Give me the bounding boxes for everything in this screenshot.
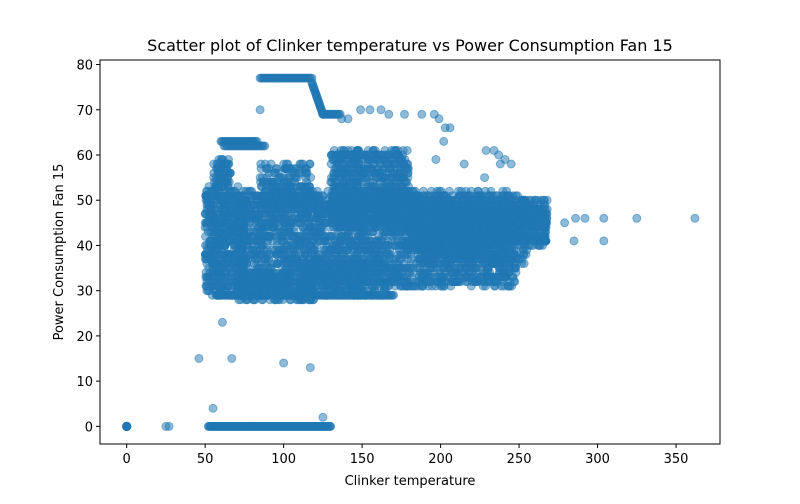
scatter-point [392,168,402,178]
scatter-point [413,240,423,250]
scatter-points [122,73,700,431]
scatter-point [451,195,461,205]
scatter-point [404,236,414,246]
scatter-point [260,141,270,151]
scatter-point [390,146,400,155]
scatter-point [351,204,361,214]
scatter-point [282,263,291,273]
scatter-point [326,421,336,431]
scatter-point [396,222,406,232]
scatter-point [361,204,371,214]
scatter-point [374,222,384,232]
scatter-point [484,200,494,210]
scatter-point [335,236,345,246]
scatter-point [272,236,282,246]
scatter-point [496,281,506,291]
scatter-point [303,218,313,228]
scatter-point [364,155,374,164]
scatter-point [440,259,450,268]
scatter-point [335,209,345,219]
scatter-point [349,177,359,187]
scatter-point [527,204,537,214]
scatter-point [443,200,453,210]
scatter-point [492,200,502,210]
scatter-point [365,191,375,201]
scatter-point [363,213,373,223]
scatter-point [389,290,398,300]
scatter-point [345,186,355,196]
scatter-point [312,227,322,237]
scatter-point [510,277,520,287]
scatter-point [539,227,549,237]
scatter-point [403,173,413,183]
scatter-point [530,195,540,205]
scatter-point [385,182,395,192]
scatter-point [332,168,342,178]
scatter-point [355,164,365,174]
scatter-point [283,240,293,250]
scatter-point [483,277,493,287]
scatter-point [262,263,272,273]
scatter-point [390,159,400,169]
scatter-point [472,272,482,282]
scatter-point [461,277,471,287]
scatter-point [274,259,283,268]
scatter-point [399,277,409,287]
scatter-point [377,168,387,178]
scatter-point [408,209,417,219]
scatter-point [368,200,378,210]
scatter-point [397,186,407,196]
scatter-point [343,146,353,155]
scatter-point [386,200,396,210]
scatter-point [374,213,384,223]
scatter-point [406,227,415,237]
scatter-point [333,195,343,205]
scatter-point [375,177,385,187]
scatter-point [331,150,341,160]
scatter-point [500,272,510,282]
scatter-point [251,259,261,268]
scatter-point [301,236,311,246]
scatter-point [363,168,373,178]
scatter-point [350,150,360,160]
scatter-point [460,200,470,210]
scatter-point [262,240,272,250]
scatter-point [539,195,549,205]
scatter-point [417,281,427,291]
scatter-point [363,146,373,155]
scatter-point [530,227,540,237]
scatter-point [250,191,260,201]
scatter-point [278,250,288,259]
scatter-point [326,177,336,187]
scatter-point [405,263,415,273]
scatter-point [359,222,369,232]
scatter-point [257,231,267,241]
scatter-point [353,191,363,201]
scatter-point [345,164,355,174]
scatter-point [534,213,544,223]
scatter-point [290,213,300,223]
scatter-point [284,222,294,232]
scatter-point [421,268,431,278]
scatter-point [364,240,374,250]
scatter-point [373,240,383,250]
scatter-point [519,204,529,214]
scatter-point [264,250,274,259]
scatter-point [500,200,510,210]
scatter-point [388,272,398,282]
scatter-point [266,218,276,228]
scatter-point [375,155,385,164]
scatter-point [350,213,360,223]
scatter-point [278,213,287,223]
scatter-point [318,209,328,219]
scatter-point [447,277,457,287]
scatter-point [256,218,266,228]
scatter-point [387,236,397,246]
scatter-point [423,200,433,210]
scatter-point [287,231,297,241]
scatter-point [396,254,406,264]
